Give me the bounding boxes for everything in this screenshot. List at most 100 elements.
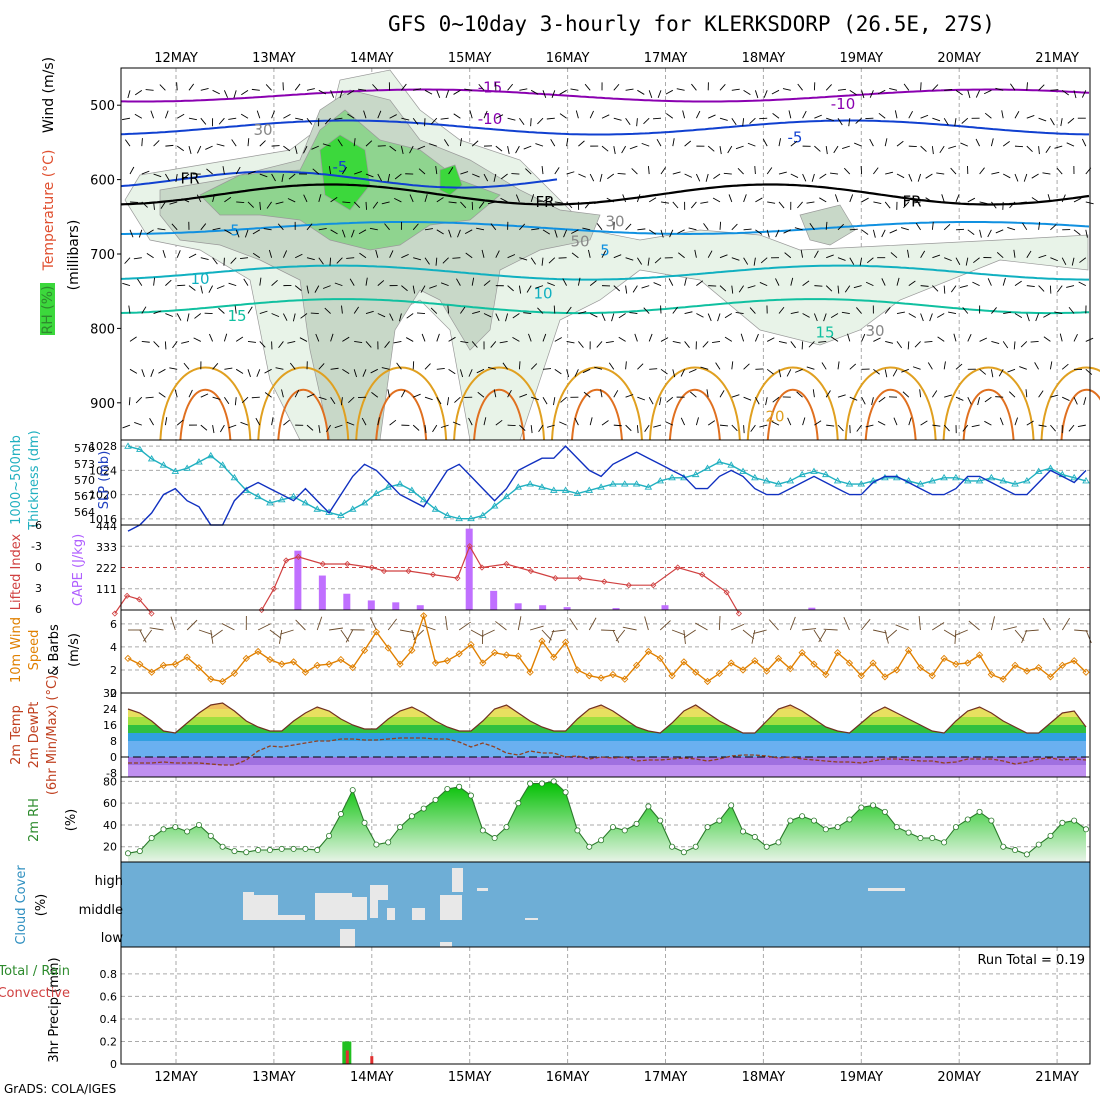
wind-barb <box>1030 340 1039 343</box>
wind-barb <box>1002 141 1010 147</box>
wind-barb <box>695 417 699 426</box>
isotherm-25 <box>1060 388 1100 441</box>
wind-barb <box>849 228 858 231</box>
wind-barb <box>680 369 686 377</box>
wind-barb <box>158 368 166 374</box>
wind-barb <box>967 397 972 405</box>
wind-barb <box>507 83 514 91</box>
surface-wind-barb <box>885 629 898 640</box>
wind-barb <box>584 201 591 209</box>
wind-barb <box>394 197 402 203</box>
rh-point <box>243 849 250 856</box>
wind-barb <box>216 143 225 147</box>
wind-barb <box>1026 145 1033 153</box>
wind-barb <box>507 389 512 398</box>
wind-barb <box>601 114 610 119</box>
wind-barb <box>936 172 945 175</box>
wind-barb <box>354 171 362 175</box>
wind-barb <box>324 307 331 314</box>
rh-point <box>645 803 652 810</box>
yaxis-label-temperature: Temperature (°C) <box>41 150 57 272</box>
wind-barb <box>961 117 969 124</box>
wind-barb <box>975 90 981 98</box>
wind-speed-point <box>384 644 392 652</box>
wind-barb <box>231 139 237 147</box>
temp-band <box>128 717 1086 725</box>
cape-bar <box>416 605 424 610</box>
wind-speed-point <box>975 651 984 659</box>
wind-speed-point <box>940 654 948 663</box>
wind-barb <box>719 285 727 292</box>
wind-barb <box>606 197 615 203</box>
wind-barb <box>394 173 402 180</box>
wind-barb <box>283 114 291 119</box>
wind-barb <box>917 173 922 182</box>
thickness-point <box>833 477 842 484</box>
panel-frame <box>120 439 1091 526</box>
rh-tick: 60 <box>103 797 117 810</box>
thickness-point <box>514 483 523 490</box>
wind-barb <box>802 173 807 182</box>
wind-barb <box>330 333 334 342</box>
rh-point <box>834 824 841 831</box>
wind-barb <box>690 201 697 209</box>
rh-point <box>219 843 226 850</box>
wind-barb <box>318 257 324 265</box>
rh-point <box>231 848 238 855</box>
wind-barb <box>641 285 650 289</box>
wind-barb <box>731 88 740 91</box>
wind-barb <box>353 201 361 208</box>
wind-barb <box>1078 281 1087 287</box>
wind-barb <box>490 223 497 231</box>
wind-barb <box>908 173 913 182</box>
wind-barb <box>1031 197 1039 203</box>
wind-barb <box>546 424 555 428</box>
contour-label: 5 <box>600 241 610 259</box>
thickness-point <box>857 480 866 487</box>
wind-barb <box>920 285 929 287</box>
yaxis-label-rh: RH (%) <box>40 286 56 335</box>
temp-band <box>128 725 1086 733</box>
rh-point <box>775 839 782 846</box>
wind-barb <box>294 285 302 291</box>
wind-barb <box>644 424 650 432</box>
wind-barb <box>1079 257 1087 263</box>
rh-point <box>515 800 522 807</box>
surface-wind-barb <box>387 618 398 631</box>
wind-barb <box>354 340 363 344</box>
wind-barb <box>1061 363 1069 370</box>
wind-barb <box>688 227 697 231</box>
thickness-point <box>136 445 144 452</box>
wind-barb <box>601 313 606 322</box>
wind-barb <box>542 333 547 342</box>
cape-tick: 444 <box>96 520 117 533</box>
date-label-top: 19MAY <box>840 51 884 66</box>
wind-barb <box>717 313 721 322</box>
wind-barb <box>255 417 261 426</box>
wind-barb <box>1047 194 1051 203</box>
wind-barb <box>519 257 528 261</box>
wind-barb <box>596 223 603 231</box>
surface-wind-barb <box>753 629 767 635</box>
wind-barb <box>559 421 567 426</box>
wind-barb <box>436 367 445 370</box>
wind-barb <box>707 420 716 426</box>
wind-barb <box>122 424 131 429</box>
wind-barb <box>696 280 704 286</box>
wind-barb <box>440 282 449 287</box>
surface-wind-barb <box>823 628 838 631</box>
wind-barb <box>943 285 946 294</box>
wind-barb <box>594 366 603 370</box>
surface-wind-barb <box>481 629 495 637</box>
wind-barb <box>435 166 438 175</box>
isotherm-5 <box>121 221 1090 235</box>
date-label-bottom: 19MAY <box>840 1070 884 1085</box>
wind-barb <box>495 145 503 152</box>
rh-point <box>503 824 510 831</box>
wind-speed-point <box>703 677 712 686</box>
wind-barb <box>728 194 733 203</box>
rh-point <box>373 841 380 848</box>
wind-barb <box>349 278 355 286</box>
rh-point <box>278 845 285 852</box>
wind-barb <box>837 117 843 126</box>
